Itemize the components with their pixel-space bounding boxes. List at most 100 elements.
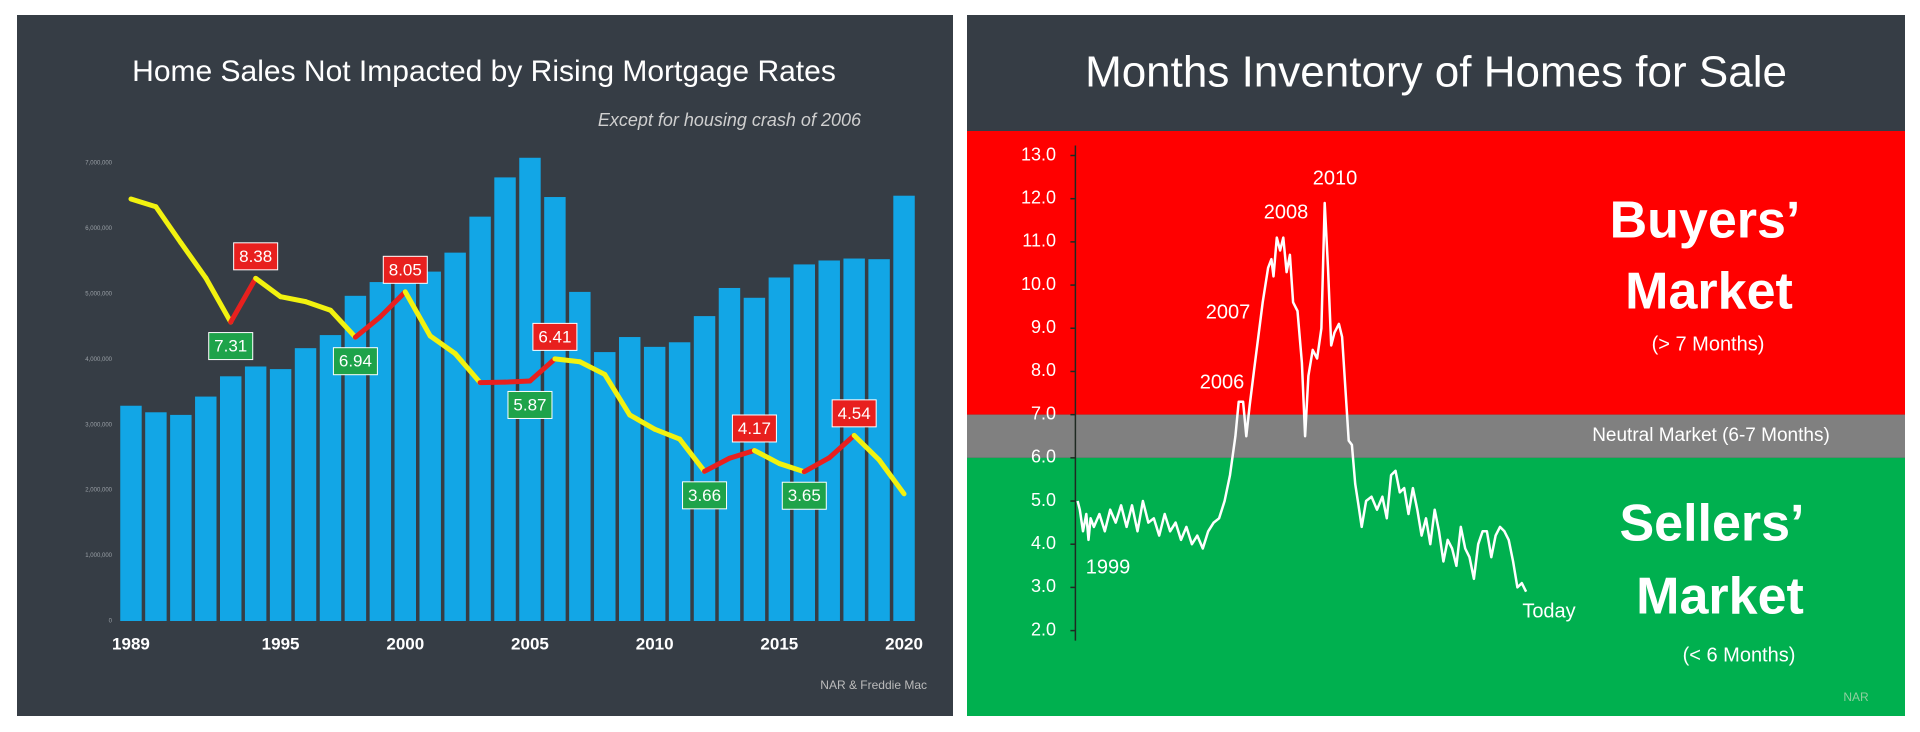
line-segment [128,196,159,210]
line-segment [278,294,309,305]
line-segment [627,412,658,432]
label-box [731,414,777,443]
line-segment [602,371,633,418]
bar [818,260,840,621]
y-tick-label: 1,000,000 [85,553,112,559]
bar [145,412,167,621]
line-segment [203,275,234,325]
label-box [233,242,279,271]
chart-title: Months Inventory of Homes for Sale [1085,48,1787,97]
line-segment [552,356,583,365]
x-tick-label: 2000 [386,634,424,653]
bar [120,405,142,621]
line-segment [577,359,608,377]
line [1076,201,1528,593]
band [967,457,1905,716]
line-segment [303,299,333,313]
line-segment [377,289,408,320]
y-tick-label: 2.0 [1031,619,1056,639]
annotation: Today [1522,600,1575,622]
y-tick-label: 4,000,000 [85,357,112,363]
annotation: 2008 [1264,201,1309,223]
band-label: (< 6 Months) [1683,644,1796,666]
x-tick-label: 1989 [112,634,150,653]
bar [444,252,466,621]
line-segment [527,356,558,384]
bar [319,335,342,621]
y-tick-label: 12.0 [1021,187,1056,207]
line-segment [652,426,683,442]
line-segment [327,307,358,340]
bar [544,197,566,621]
label-box [507,390,553,419]
bar [170,414,192,621]
band-label: Neutral Market (6-7 Months) [1592,425,1830,446]
annotation: 2007 [1206,301,1251,323]
chart-title: Home Sales Not Impacted by Rising Mortga… [132,55,836,88]
bar [843,258,865,621]
bar [519,157,541,621]
x-tick-label: 2010 [636,634,674,653]
band-label: Market [1636,568,1804,626]
line-segment [452,351,483,386]
bar [768,277,791,621]
line-segment [677,436,708,474]
source: NAR [1843,690,1869,704]
data-label: 4.17 [738,419,771,438]
y-tick-label: 0 [109,619,113,625]
bar [793,264,816,621]
band-label: Buyers’ [1610,192,1801,250]
bar [469,216,491,621]
y-tick-label: 13.0 [1021,144,1056,164]
line-segment [702,455,732,474]
y-tick-label: 10.0 [1021,274,1056,294]
label-box [532,322,578,351]
line-segment [352,314,383,340]
band-label: Market [1625,263,1793,321]
data-label: 8.38 [239,247,272,266]
bar [643,346,666,621]
bar [618,337,641,621]
y-tick-label: 7,000,000 [85,161,112,167]
band-label: Sellers’ [1619,495,1804,553]
y-tick-label: 2,000,000 [85,488,112,494]
bar [269,369,292,621]
data-label: 3.65 [788,486,821,505]
x-tick-label: 2020 [885,634,923,653]
label-box [781,481,827,510]
bar [668,342,691,621]
line-segment [826,432,857,461]
bar [369,282,392,621]
bar [594,352,616,621]
band-label: (> 7 Months) [1652,333,1765,355]
bar [294,348,317,621]
label-box [332,347,378,376]
band [967,414,1905,458]
annotation: 2006 [1200,371,1245,393]
y-tick-label: 11.0 [1022,231,1056,251]
bar [494,177,516,621]
data-label: 3.66 [688,486,721,505]
chart-subtitle: Except for housing crash of 2006 [598,110,862,130]
bar [419,271,441,621]
annotation: 1999 [1086,556,1131,578]
bar [195,396,217,621]
x-tick-label: 2005 [511,634,549,653]
data-label: 8.05 [389,260,422,279]
y-tick-label: 3.0 [1031,576,1056,596]
y-tick-label: 3,000,000 [85,422,112,428]
bar [893,195,915,621]
source: NAR & Freddie Mac [820,678,927,692]
left-chart: 0 1,000,000 2,000,000 3,000,000 4,000,000 5,0… [85,157,923,653]
band [967,131,1905,415]
y-tick-label: 5,000,000 [85,291,112,297]
line-segment [801,455,832,475]
y-tick-label: 9.0 [1031,317,1056,337]
line-segment [776,461,807,475]
bar [394,282,417,621]
line-segment [253,275,284,300]
bar [569,291,591,621]
data-label: 6.94 [339,352,372,371]
y-tick-label: 8.0 [1031,360,1056,380]
